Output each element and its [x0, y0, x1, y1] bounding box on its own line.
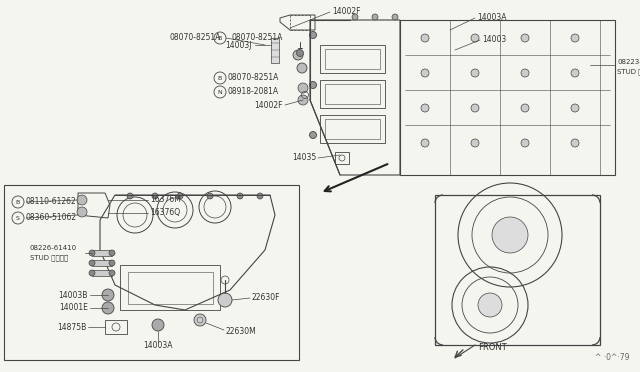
- Bar: [92, 270, 112, 276]
- Circle shape: [77, 195, 87, 205]
- Circle shape: [421, 69, 429, 77]
- Circle shape: [571, 34, 579, 42]
- Circle shape: [352, 14, 358, 20]
- Text: ^ ·0^·79: ^ ·0^·79: [595, 353, 630, 362]
- Circle shape: [293, 50, 303, 60]
- Circle shape: [152, 319, 164, 331]
- Text: S: S: [16, 215, 20, 221]
- Bar: [271, 38, 279, 63]
- Bar: [320, 115, 385, 143]
- Text: 08070-8251A: 08070-8251A: [170, 33, 221, 42]
- Circle shape: [194, 314, 206, 326]
- Bar: [105, 320, 127, 334]
- Text: 14003A: 14003A: [477, 13, 506, 22]
- Text: 08918-2081A: 08918-2081A: [228, 87, 279, 96]
- Circle shape: [237, 193, 243, 199]
- Bar: [325, 84, 380, 104]
- Circle shape: [521, 139, 529, 147]
- Text: 08223-82510: 08223-82510: [617, 59, 640, 65]
- Text: B: B: [218, 76, 222, 80]
- Text: 08360-51062: 08360-51062: [26, 214, 77, 222]
- Circle shape: [177, 193, 183, 199]
- Circle shape: [152, 193, 158, 199]
- Circle shape: [521, 104, 529, 112]
- Bar: [92, 250, 112, 256]
- Bar: [92, 260, 112, 266]
- Text: 14001E: 14001E: [59, 304, 88, 312]
- Text: 14003B: 14003B: [59, 291, 88, 299]
- Bar: [4, 185, 299, 360]
- Bar: [325, 49, 380, 69]
- Bar: [128, 272, 213, 304]
- Text: FRONT: FRONT: [478, 343, 507, 353]
- Circle shape: [372, 14, 378, 20]
- Circle shape: [296, 49, 303, 57]
- Text: STUD スタッド: STUD スタッド: [30, 255, 68, 261]
- Circle shape: [571, 104, 579, 112]
- Circle shape: [127, 193, 133, 199]
- Text: N: N: [218, 90, 222, 94]
- Text: 14875B: 14875B: [57, 323, 86, 331]
- Bar: [335, 152, 349, 164]
- Circle shape: [471, 139, 479, 147]
- Circle shape: [421, 34, 429, 42]
- Circle shape: [218, 293, 232, 307]
- Text: 22630M: 22630M: [226, 327, 257, 337]
- Circle shape: [207, 193, 213, 199]
- Circle shape: [89, 260, 95, 266]
- Circle shape: [392, 14, 398, 20]
- Bar: [320, 80, 385, 108]
- Text: 14003A: 14003A: [143, 341, 173, 350]
- Text: B: B: [218, 35, 222, 41]
- Circle shape: [102, 302, 114, 314]
- Bar: [320, 45, 385, 73]
- Circle shape: [421, 139, 429, 147]
- Circle shape: [109, 250, 115, 256]
- Text: 16376Q: 16376Q: [150, 208, 180, 218]
- Text: STUD スタッド: STUD スタッド: [617, 69, 640, 75]
- Bar: [120, 265, 220, 310]
- Circle shape: [109, 260, 115, 266]
- Circle shape: [521, 34, 529, 42]
- Circle shape: [109, 270, 115, 276]
- Circle shape: [310, 32, 317, 38]
- Circle shape: [89, 270, 95, 276]
- Circle shape: [297, 63, 307, 73]
- Text: 16376M: 16376M: [150, 196, 181, 205]
- Text: 14002F: 14002F: [255, 100, 283, 109]
- Circle shape: [471, 69, 479, 77]
- Circle shape: [471, 104, 479, 112]
- Circle shape: [471, 34, 479, 42]
- Circle shape: [521, 69, 529, 77]
- Circle shape: [571, 139, 579, 147]
- Circle shape: [310, 81, 317, 89]
- Text: 14035: 14035: [292, 154, 316, 163]
- Bar: [325, 119, 380, 139]
- Circle shape: [89, 250, 95, 256]
- Circle shape: [298, 83, 308, 93]
- Text: 22630F: 22630F: [252, 294, 280, 302]
- Text: 14003J: 14003J: [225, 41, 252, 49]
- Bar: [435, 195, 600, 345]
- Circle shape: [257, 193, 263, 199]
- Circle shape: [421, 104, 429, 112]
- Circle shape: [478, 293, 502, 317]
- Circle shape: [571, 69, 579, 77]
- Circle shape: [77, 207, 87, 217]
- Text: 08110-61262: 08110-61262: [26, 198, 77, 206]
- Circle shape: [310, 131, 317, 138]
- Text: 14002F: 14002F: [332, 7, 360, 16]
- Text: 08070-8251A: 08070-8251A: [228, 74, 280, 83]
- Circle shape: [492, 217, 528, 253]
- Text: 08070-8251A: 08070-8251A: [232, 33, 284, 42]
- Circle shape: [298, 95, 308, 105]
- Text: 08226-61410: 08226-61410: [30, 245, 77, 251]
- Circle shape: [102, 289, 114, 301]
- Text: B: B: [16, 199, 20, 205]
- Bar: [400, 20, 615, 175]
- Text: 14003: 14003: [482, 35, 506, 45]
